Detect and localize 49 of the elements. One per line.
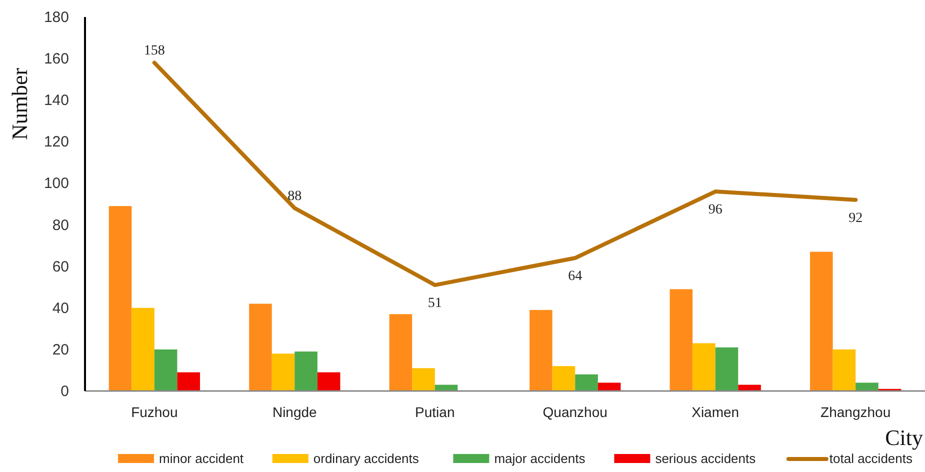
- bar: [692, 343, 716, 391]
- y-axis-title: Number: [7, 67, 32, 140]
- y-tick-label: 80: [52, 216, 69, 234]
- legend-label: total accidents: [829, 451, 914, 466]
- legend-label: major accidents: [494, 451, 586, 466]
- y-tick-label: 100: [44, 175, 69, 192]
- data-label: 158: [144, 44, 165, 59]
- x-tick-label: Xiamen: [692, 404, 740, 420]
- bar: [575, 374, 598, 391]
- x-tick-label: Putian: [415, 404, 455, 420]
- bar: [552, 366, 576, 391]
- bar: [670, 289, 693, 391]
- legend-label: minor accident: [159, 451, 244, 466]
- bar: [272, 354, 295, 391]
- bar: [132, 308, 154, 391]
- bar: [530, 310, 552, 391]
- y-tick-label: 120: [44, 134, 69, 151]
- bar: [177, 372, 200, 391]
- x-tick-label: Ningde: [272, 404, 318, 420]
- y-tick-label: 140: [44, 92, 69, 110]
- y-tick-label: 180: [44, 9, 69, 26]
- legend-label: serious accidents: [655, 451, 756, 466]
- y-tick-label: 20: [52, 341, 69, 358]
- bar: [832, 349, 856, 391]
- bar: [249, 304, 272, 391]
- bar: [598, 382, 621, 391]
- y-tick-label: 40: [52, 300, 69, 317]
- y-tick-label: 160: [44, 50, 69, 68]
- bar: [856, 382, 878, 391]
- x-tick-label: Zhangzhou: [820, 404, 891, 420]
- bar: [389, 314, 412, 391]
- data-label: 51: [428, 296, 442, 312]
- data-label: 92: [848, 210, 863, 226]
- bar: [715, 347, 738, 391]
- bar: [108, 206, 132, 391]
- y-tick-label: 60: [52, 258, 69, 276]
- bar: [412, 368, 435, 391]
- y-tick-label: 0: [60, 383, 69, 400]
- bar: [810, 252, 833, 391]
- data-label: 88: [288, 189, 302, 204]
- x-axis-title: City: [885, 425, 923, 450]
- x-tick-label: Quanzhou: [542, 404, 608, 420]
- legend-label: ordinary accidents: [313, 451, 420, 466]
- bar: [317, 372, 340, 391]
- bar: [294, 352, 318, 391]
- x-tick-label: Fuzhou: [131, 404, 178, 420]
- data-label: 64: [568, 269, 582, 284]
- data-label: 96: [708, 202, 722, 218]
- bar: [154, 349, 178, 391]
